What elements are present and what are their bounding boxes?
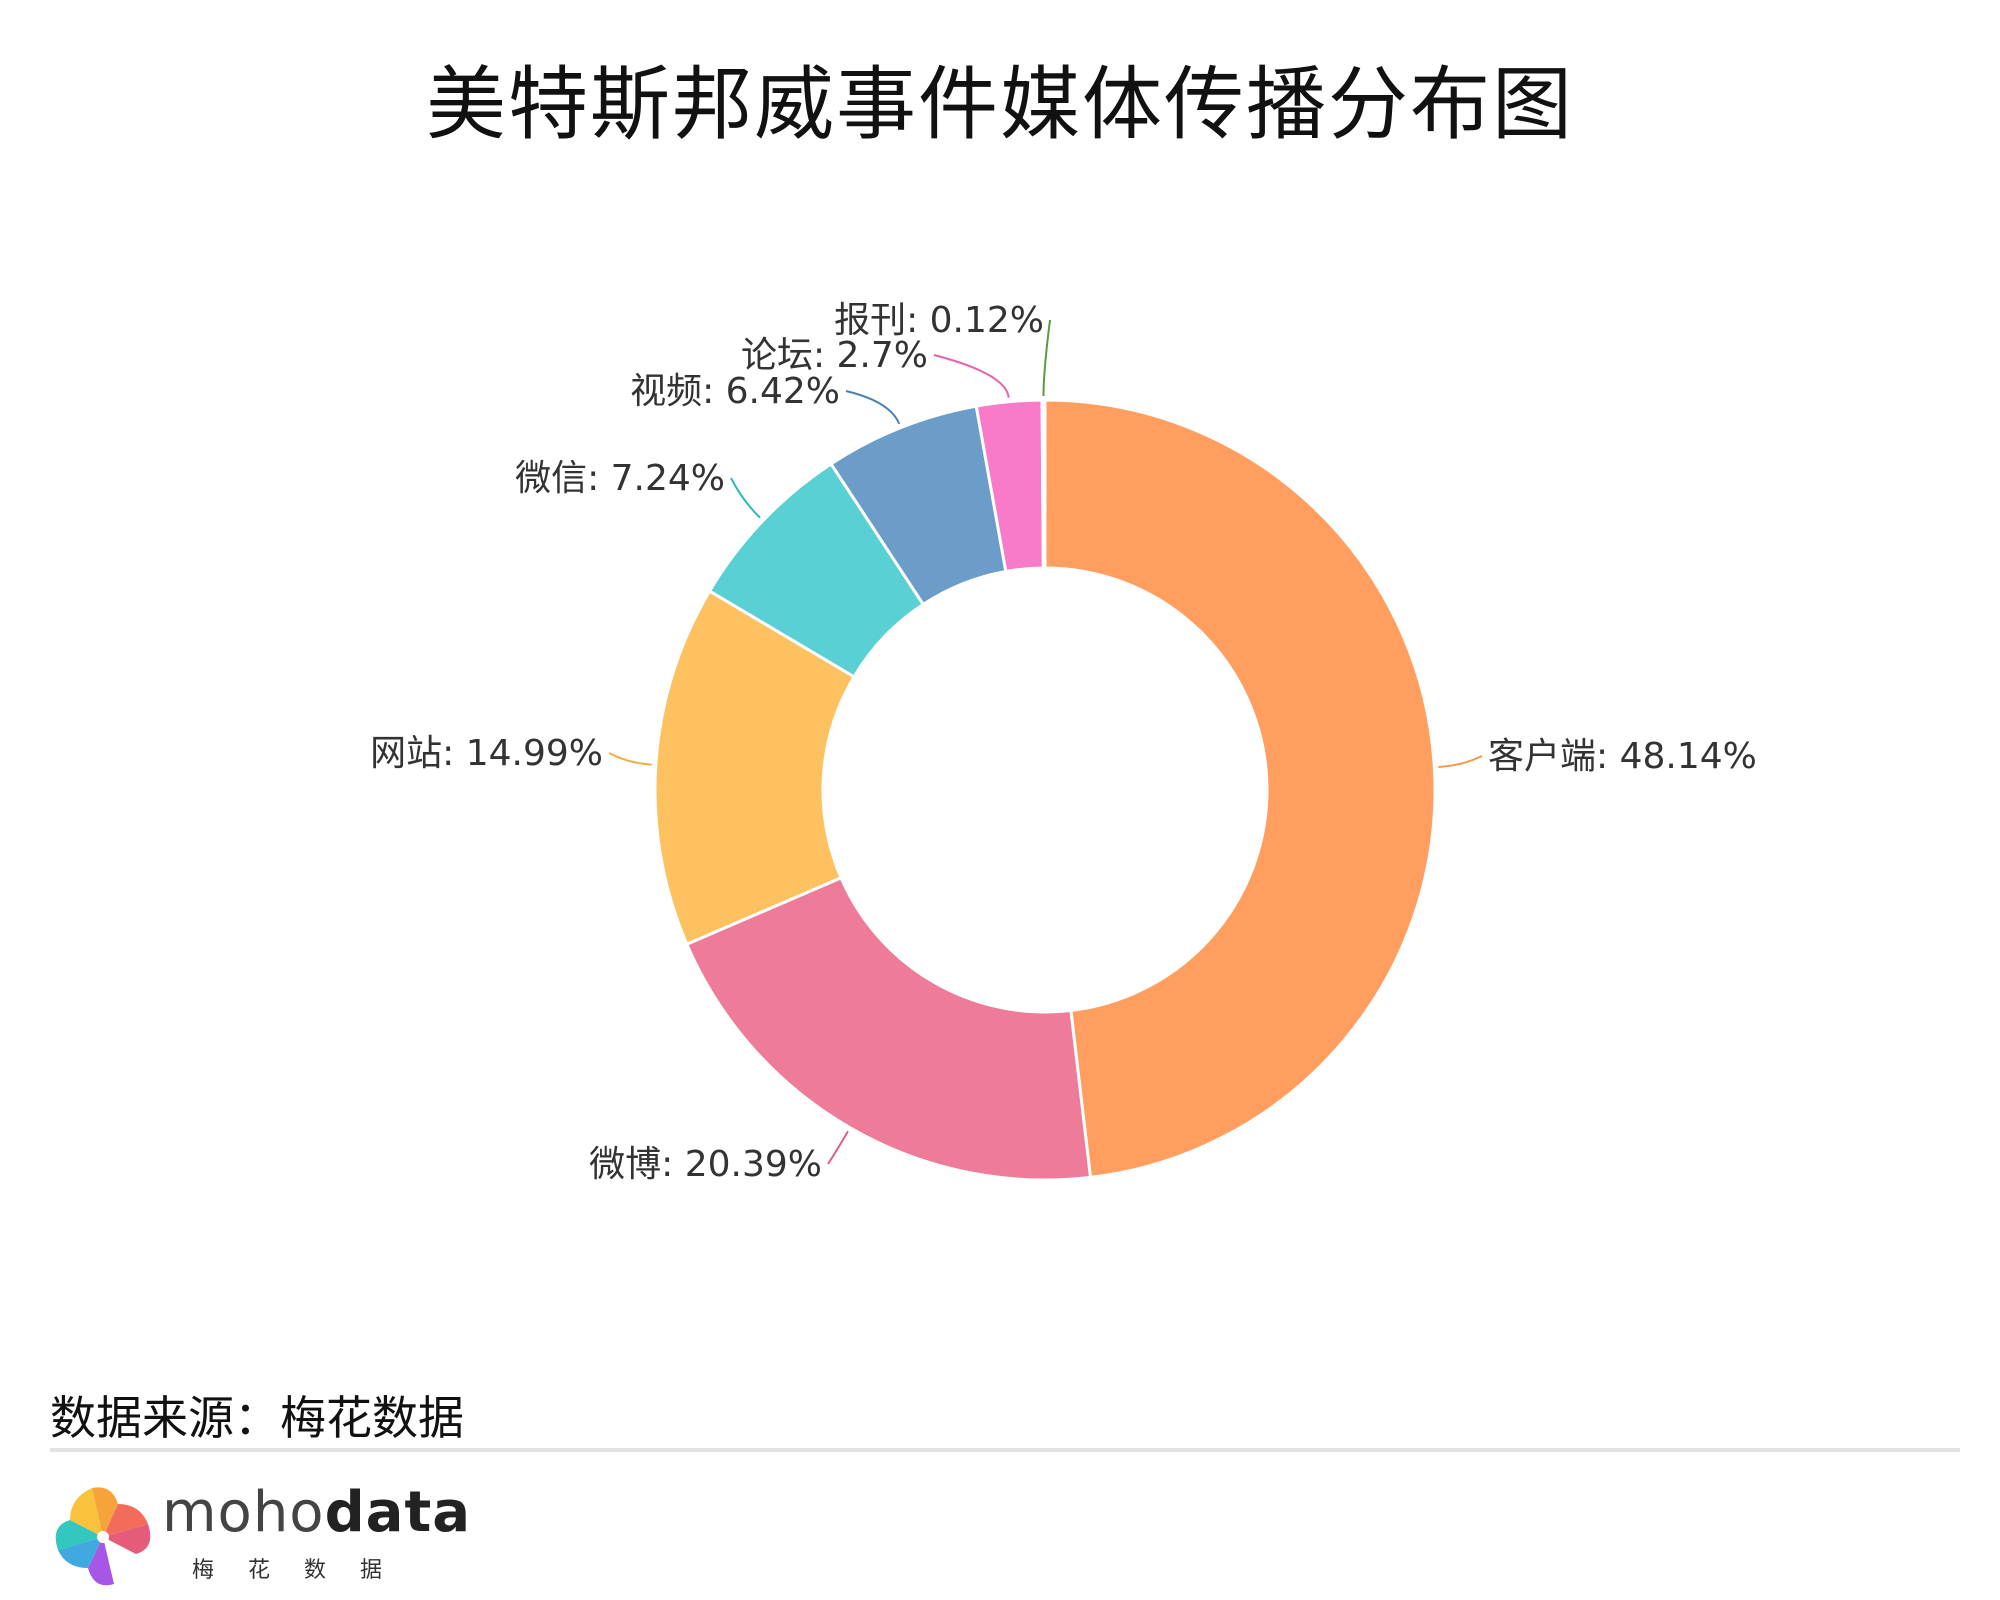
data-source-note: 数据来源：梅花数据	[50, 1391, 464, 1445]
slices-group	[653, 398, 1437, 1182]
labels-group: 客户端: 48.14% 微博: 20.39% 网站: 14.99% 微信: 7.24%…	[370, 300, 1757, 1185]
slice-label-5: 视频: 6.42%	[630, 371, 840, 412]
slice-label-3: 网站: 14.99%	[370, 733, 603, 774]
footer-divider	[50, 1448, 1960, 1452]
mohodata-logo-icon	[55, 1487, 151, 1586]
leader-line-4	[730, 477, 761, 519]
slice-1	[1043, 398, 1437, 1180]
leader-line-1	[1438, 755, 1483, 768]
slice-label-7: 报刊: 0.12%	[834, 300, 1044, 341]
leaders-group	[608, 319, 1483, 1165]
slice-label-1: 客户端: 48.14%	[1488, 736, 1757, 777]
leader-line-2	[827, 1130, 849, 1165]
leader-line-3	[608, 752, 652, 766]
brand-subtitle: 梅花数据	[192, 1558, 417, 1583]
brand-name-bold: data	[324, 1480, 472, 1545]
slice-label-4: 微信: 7.24%	[515, 458, 725, 499]
slice-3	[653, 588, 857, 947]
chart-title: 美特斯邦威事件媒体传播分布图	[426, 58, 1574, 151]
leader-line-7	[1042, 319, 1051, 397]
brand-name-light: moho	[162, 1480, 325, 1545]
slice-7	[1040, 398, 1047, 570]
brand-name: mohodata	[162, 1480, 471, 1545]
slice-label-2: 微博: 20.39%	[589, 1144, 822, 1185]
leader-line-6	[933, 354, 1010, 398]
slice-2	[684, 875, 1093, 1182]
leader-line-5	[845, 390, 901, 425]
slice-label-6: 论坛: 2.7%	[741, 335, 928, 376]
